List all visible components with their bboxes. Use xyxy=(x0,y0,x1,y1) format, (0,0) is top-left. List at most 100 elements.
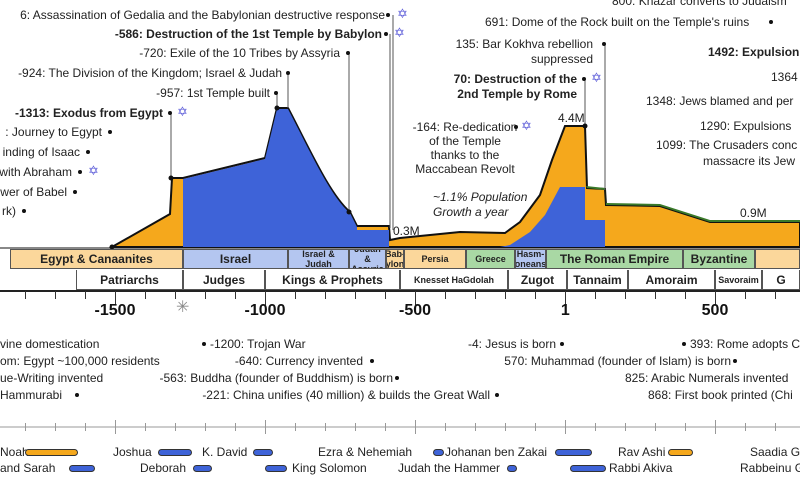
event-label: -720: Exile of the 10 Tribes by Assyria xyxy=(139,46,340,60)
world-event-label: -221: China unifies (40 million) & build… xyxy=(202,388,490,402)
axis-tick xyxy=(775,291,776,299)
axis-tick xyxy=(175,291,176,299)
event-dot xyxy=(769,20,773,24)
lifespan-bar xyxy=(158,449,192,456)
event-dot xyxy=(682,342,686,346)
lifespan-bar xyxy=(570,465,606,472)
axis-tick xyxy=(595,291,596,299)
bottom-axis-tick xyxy=(595,423,596,431)
period-band: G xyxy=(762,270,800,290)
lifespan-bar xyxy=(433,449,444,456)
event-dot xyxy=(202,342,206,346)
world-event-label: -563: Buddha (founder of Buddhism) is bo… xyxy=(159,371,393,385)
axis-tick xyxy=(715,291,716,305)
event-label: inding of Isaac xyxy=(2,145,80,159)
period-band: Amoraim xyxy=(628,270,715,290)
bottom-axis-tick xyxy=(655,423,656,431)
event-label: 2nd Temple by Rome xyxy=(457,87,577,101)
event-label: 1364 xyxy=(771,70,798,84)
person-name: and Sarah xyxy=(0,461,56,475)
axis-tick xyxy=(325,291,326,299)
period-band: Kings & Prophets xyxy=(265,270,400,290)
event-label: Maccabean Revolt xyxy=(415,162,515,176)
event-label: rk) xyxy=(2,204,16,218)
event-label: with Abraham xyxy=(0,165,72,179)
period-band: Tannaim xyxy=(567,270,628,290)
event-label: 1099: The Crusaders conc xyxy=(656,138,798,152)
axis-tick xyxy=(205,291,206,299)
era-band: Egypt & Canaanites xyxy=(10,249,183,269)
world-event-label: 393: Rome adopts C xyxy=(690,337,800,351)
period-band: Patriarchs xyxy=(76,270,183,290)
event-label: 70: Destruction of the xyxy=(453,72,577,86)
event-dot xyxy=(560,342,564,346)
axis-tick xyxy=(235,291,236,299)
star-of-david-icon: ✡ xyxy=(88,164,99,179)
event-dot xyxy=(73,190,77,194)
event-dot xyxy=(514,125,518,129)
axis-tick xyxy=(445,291,446,299)
bottom-axis-tick xyxy=(745,423,746,431)
period-band: Judges xyxy=(183,270,265,290)
population-medieval-label: 0.9M xyxy=(740,206,767,220)
axis-tick xyxy=(505,291,506,299)
person-name: Ezra & Nehemiah xyxy=(318,445,413,459)
era-band: Israel & Judah xyxy=(288,249,349,269)
star-of-david-icon: ✡ xyxy=(591,71,602,86)
era-band: Judah & Assyria xyxy=(349,249,386,269)
lifespan-bar xyxy=(69,465,95,472)
bottom-axis-tick xyxy=(535,423,536,431)
event-points xyxy=(109,105,588,250)
bottom-axis-tick xyxy=(295,423,296,431)
bottom-axis-tick xyxy=(325,423,326,431)
world-event-label: om: Egypt ~100,000 residents xyxy=(0,354,160,368)
bottom-axis-tick xyxy=(55,423,56,431)
bottom-axis-tick xyxy=(685,423,686,431)
era-band xyxy=(755,249,800,269)
bottom-axis-tick xyxy=(775,423,776,431)
lifespan-bar xyxy=(25,449,78,456)
bottom-axis-tick xyxy=(565,420,566,434)
lifespan-bar xyxy=(668,449,693,456)
axis-tick xyxy=(55,291,56,299)
event-label: suppressed xyxy=(530,52,593,66)
event-dot xyxy=(733,359,737,363)
axis-tick xyxy=(265,291,266,305)
event-label: 6: Assassination of Gedalia and the Baby… xyxy=(20,8,385,22)
star-of-david-icon: ✡ xyxy=(177,105,188,120)
event-dot xyxy=(22,209,26,213)
event-label: wer of Babel xyxy=(0,185,67,199)
lifespan-bar xyxy=(507,465,517,472)
lifespan-bar xyxy=(253,449,273,456)
event-label: : Journey to Egypt xyxy=(5,125,102,139)
axis-label: -1500 xyxy=(94,302,136,319)
axis-tick xyxy=(145,291,146,299)
world-event-label: -4: Jesus is born xyxy=(467,337,556,351)
person-name: Judah the Hammer xyxy=(398,461,501,475)
growth-annotation-line2: Growth a year xyxy=(433,205,509,219)
axis-tick xyxy=(475,291,476,299)
axis-tick xyxy=(355,291,356,299)
event-dot xyxy=(108,130,112,134)
axis-label: 500 xyxy=(701,302,729,319)
bottom-axis-tick xyxy=(235,423,236,431)
bottom-axis-tick xyxy=(475,423,476,431)
person-name: Saadia G xyxy=(750,445,800,459)
lifespan-bar xyxy=(193,465,212,472)
person-name: Deborah xyxy=(140,461,187,475)
era-band: Greece xyxy=(466,249,515,269)
lifespan-bar xyxy=(265,465,287,472)
axis-tick xyxy=(385,291,386,299)
bottom-axis-tick xyxy=(175,423,176,431)
period-band: Knesset HaGdolah xyxy=(400,270,508,290)
population-area-blue xyxy=(183,109,389,247)
event-label: 800: Khazar converts to Judaism xyxy=(612,0,787,8)
era-band: Israel xyxy=(183,249,288,269)
axis-tick xyxy=(625,291,626,299)
axis-tick xyxy=(745,291,746,299)
world-event-label: -640: Currency invented xyxy=(234,354,363,368)
world-event-label: ue-Writing invented xyxy=(0,371,104,385)
event-label: -957: 1st Temple built xyxy=(156,86,270,100)
event-dot xyxy=(602,42,606,46)
